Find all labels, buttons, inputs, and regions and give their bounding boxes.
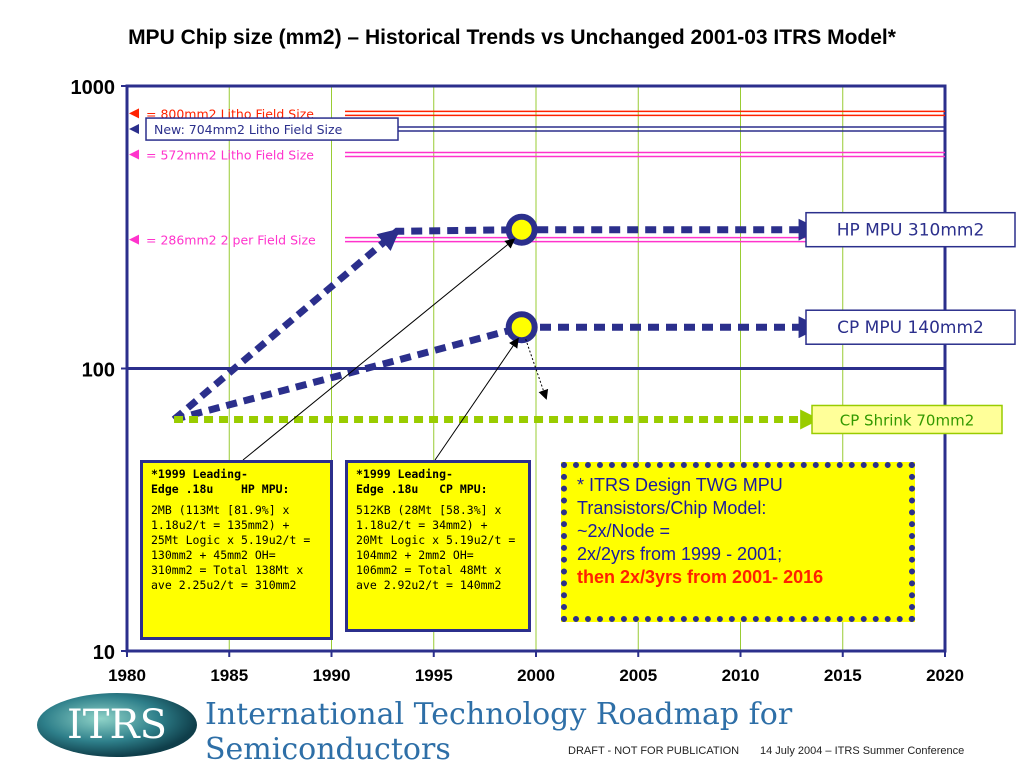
x-tick-label: 1985 (210, 666, 248, 685)
ref-arrow-icon (129, 124, 139, 135)
data-point-marker-1 (505, 213, 538, 246)
footer-conference: 14 July 2004 – ITRS Summer Conference (760, 745, 965, 757)
x-tick-label: 2000 (517, 666, 555, 685)
hp-note-body: 2MB (113Mt [81.9%] x 1.18u2/t = 135mm2) … (151, 503, 311, 592)
y-tick-label: 10 (93, 642, 115, 664)
x-tick-label: 2015 (824, 666, 862, 685)
itrs-note-line-5: then 2x/3yrs from 2001- 2016 (577, 567, 824, 587)
series-line-1 (171, 218, 821, 423)
itrs-note-line-2: Transistors/Chip Model: (577, 498, 767, 518)
series-label-box (811, 404, 1003, 435)
y-tick-label: 100 (82, 360, 115, 382)
ref-arrow-icon (129, 108, 139, 119)
ref-arrow-icon (129, 149, 139, 160)
itrs-logo: ITRS (37, 693, 197, 757)
x-tick-label: 2005 (619, 666, 657, 685)
itrs-note-line-3: ~2x/Node = (577, 521, 671, 541)
globe-icon (37, 693, 197, 757)
series-label-2: CP MPU 140mm2 (837, 318, 984, 338)
chart-title: MPU Chip size (mm2) – Historical Trends … (128, 26, 896, 49)
itrs-note-line-1: * ITRS Design TWG MPU (577, 475, 783, 495)
hp-mpu-note: *1999 Leading- Edge .18u HP MPU: 2MB (11… (140, 460, 333, 640)
cp-mpu-note: *1999 Leading- Edge .18u CP MPU: 512KB (… (345, 460, 531, 632)
footer-org-name: International Technology Roadmap for Sem… (205, 697, 793, 767)
series-label-1: HP MPU 310mm2 (837, 221, 985, 241)
itrs-design-note: * ITRS Design TWG MPU Transistors/Chip M… (561, 462, 915, 622)
cp-leader-line (434, 337, 519, 461)
footer-draft: DRAFT - NOT FOR PUBLICATION (568, 745, 740, 757)
x-tick-label: 2020 (926, 666, 964, 685)
hp-leader-line (242, 238, 516, 461)
x-tick-label: 1995 (415, 666, 453, 685)
ref-line-label: = 572mm2 Litho Field Size (146, 148, 314, 163)
ref-label-box (145, 117, 399, 141)
series-label-3: CP Shrink 70mm2 (840, 411, 974, 429)
x-tick-label: 2010 (722, 666, 760, 685)
logo-text: ITRS (67, 702, 167, 748)
cp-note-heading: *1999 Leading- Edge .18u CP MPU: (356, 467, 488, 496)
x-tick-label: 1980 (108, 666, 146, 685)
series-label-box (805, 309, 1016, 345)
hp-note-heading: *1999 Leading- Edge .18u HP MPU: (151, 467, 290, 496)
cp-note-body: 512KB (28Mt [58.3%] x 1.18u2/t = 34mm2) … (356, 503, 516, 592)
ref-arrow-icon (129, 234, 139, 245)
series-label-box (805, 211, 1016, 248)
itrs-note-line-4: 2x/2yrs from 1999 - 2001; (577, 544, 783, 564)
data-point-marker-2 (505, 311, 538, 344)
x-tick-label: 1990 (313, 666, 351, 685)
ref-line-label: New: 704mm2 Litho Field Size (154, 122, 343, 137)
y-tick-label: 1000 (71, 77, 116, 99)
ref-line-label: = 286mm2 2 per Field Size (146, 233, 316, 248)
series-line-2 (173, 316, 821, 423)
